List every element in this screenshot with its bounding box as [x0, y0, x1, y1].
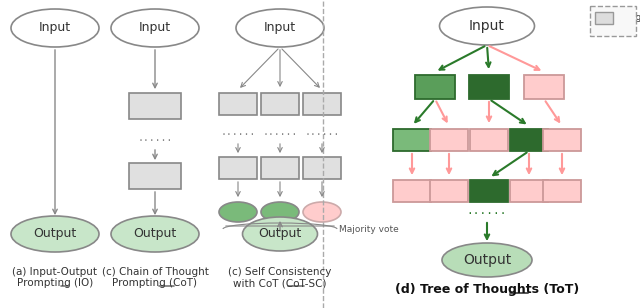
Text: ......: ......	[467, 206, 508, 216]
Text: (c) Chain of Thought: (c) Chain of Thought	[102, 267, 209, 277]
Ellipse shape	[261, 202, 299, 222]
Bar	[524, 75, 564, 99]
Bar	[415, 75, 455, 99]
Bar	[219, 157, 257, 179]
Bar	[510, 180, 548, 202]
Text: (c) Self Consistency: (c) Self Consistency	[228, 267, 332, 277]
Bar	[543, 180, 581, 202]
Text: Prompting (IO): Prompting (IO)	[17, 278, 93, 288]
Text: (d) Tree of Thoughts (​ToT​): (d) Tree of Thoughts (​ToT​)	[395, 283, 579, 297]
Ellipse shape	[11, 216, 99, 252]
Ellipse shape	[236, 9, 324, 47]
Text: Output: Output	[133, 228, 177, 241]
Text: Output: Output	[33, 228, 77, 241]
Text: Output: Output	[259, 228, 301, 241]
Text: Input: Input	[469, 19, 505, 33]
Ellipse shape	[219, 202, 257, 222]
Bar	[510, 129, 548, 151]
Ellipse shape	[111, 216, 199, 252]
Bar	[543, 129, 581, 151]
Text: ......: ......	[305, 127, 340, 137]
Bar	[393, 129, 431, 151]
Bar	[219, 93, 257, 115]
Bar	[595, 12, 613, 24]
Text: Input: Input	[39, 22, 71, 34]
Bar	[303, 157, 341, 179]
Bar	[430, 180, 468, 202]
Text: Majority vote: Majority vote	[339, 225, 399, 234]
Bar	[303, 93, 341, 115]
Text: ......: ......	[220, 127, 255, 137]
Ellipse shape	[11, 9, 99, 47]
Bar	[430, 129, 468, 151]
Text: Input: Input	[139, 22, 171, 34]
Ellipse shape	[440, 7, 534, 45]
Bar	[393, 180, 431, 202]
Text: Input: Input	[264, 22, 296, 34]
Ellipse shape	[111, 9, 199, 47]
Ellipse shape	[442, 243, 532, 277]
Bar	[470, 129, 508, 151]
Text: with CoT (CoT-SC): with CoT (CoT-SC)	[233, 278, 327, 288]
Text: Prompting (CoT): Prompting (CoT)	[113, 278, 198, 288]
Bar	[469, 75, 509, 99]
Ellipse shape	[243, 217, 317, 251]
Bar	[590, 6, 636, 36]
Text: thought: thought	[616, 14, 640, 22]
Bar	[470, 180, 508, 202]
Bar	[129, 163, 181, 189]
Text: Output: Output	[463, 253, 511, 267]
Bar	[261, 157, 299, 179]
Text: ......: ......	[138, 133, 173, 143]
Text: (a) Input-Output: (a) Input-Output	[13, 267, 97, 277]
Bar	[261, 93, 299, 115]
Bar	[129, 93, 181, 119]
Text: ......: ......	[262, 127, 298, 137]
Ellipse shape	[303, 202, 341, 222]
